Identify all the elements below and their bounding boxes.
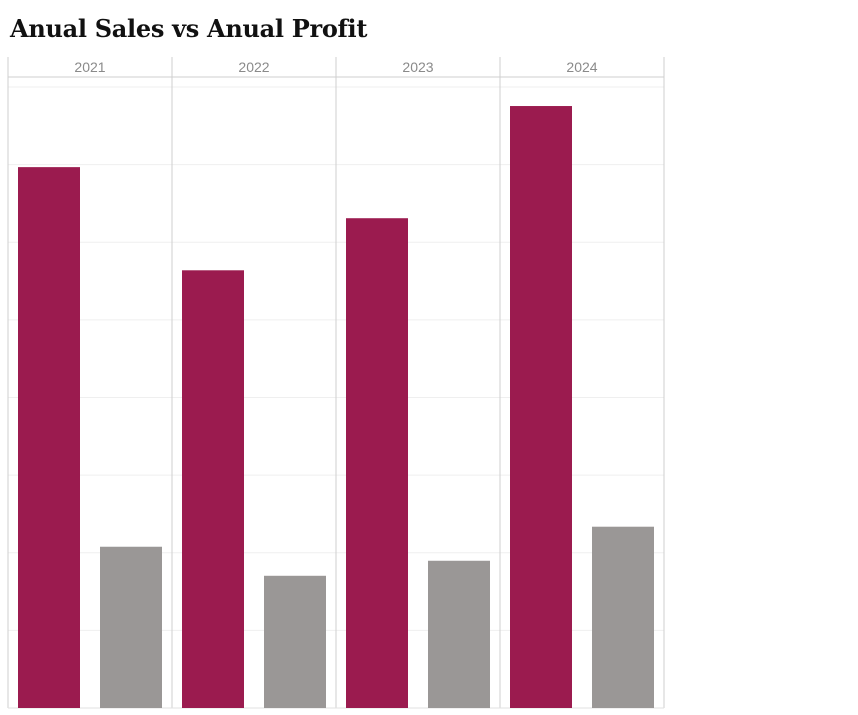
profit-bar [592, 526, 654, 708]
year-header: 2021 2022 2023 2024 [74, 59, 597, 75]
panel-frame [7, 57, 665, 709]
sales-bar [182, 270, 244, 708]
year-label: 2021 [74, 59, 105, 75]
year-label: 2023 [402, 59, 433, 75]
sales-bar [346, 218, 408, 708]
bars [18, 106, 654, 709]
year-label: 2022 [238, 59, 269, 75]
sales-bar [18, 167, 80, 708]
profit-bar [100, 546, 162, 708]
chart-title: Anual Sales vs Anual Profit [10, 14, 368, 43]
sales-bar [510, 106, 572, 709]
profit-bar [264, 575, 326, 708]
profit-bar [428, 560, 490, 708]
year-label: 2024 [566, 59, 597, 75]
